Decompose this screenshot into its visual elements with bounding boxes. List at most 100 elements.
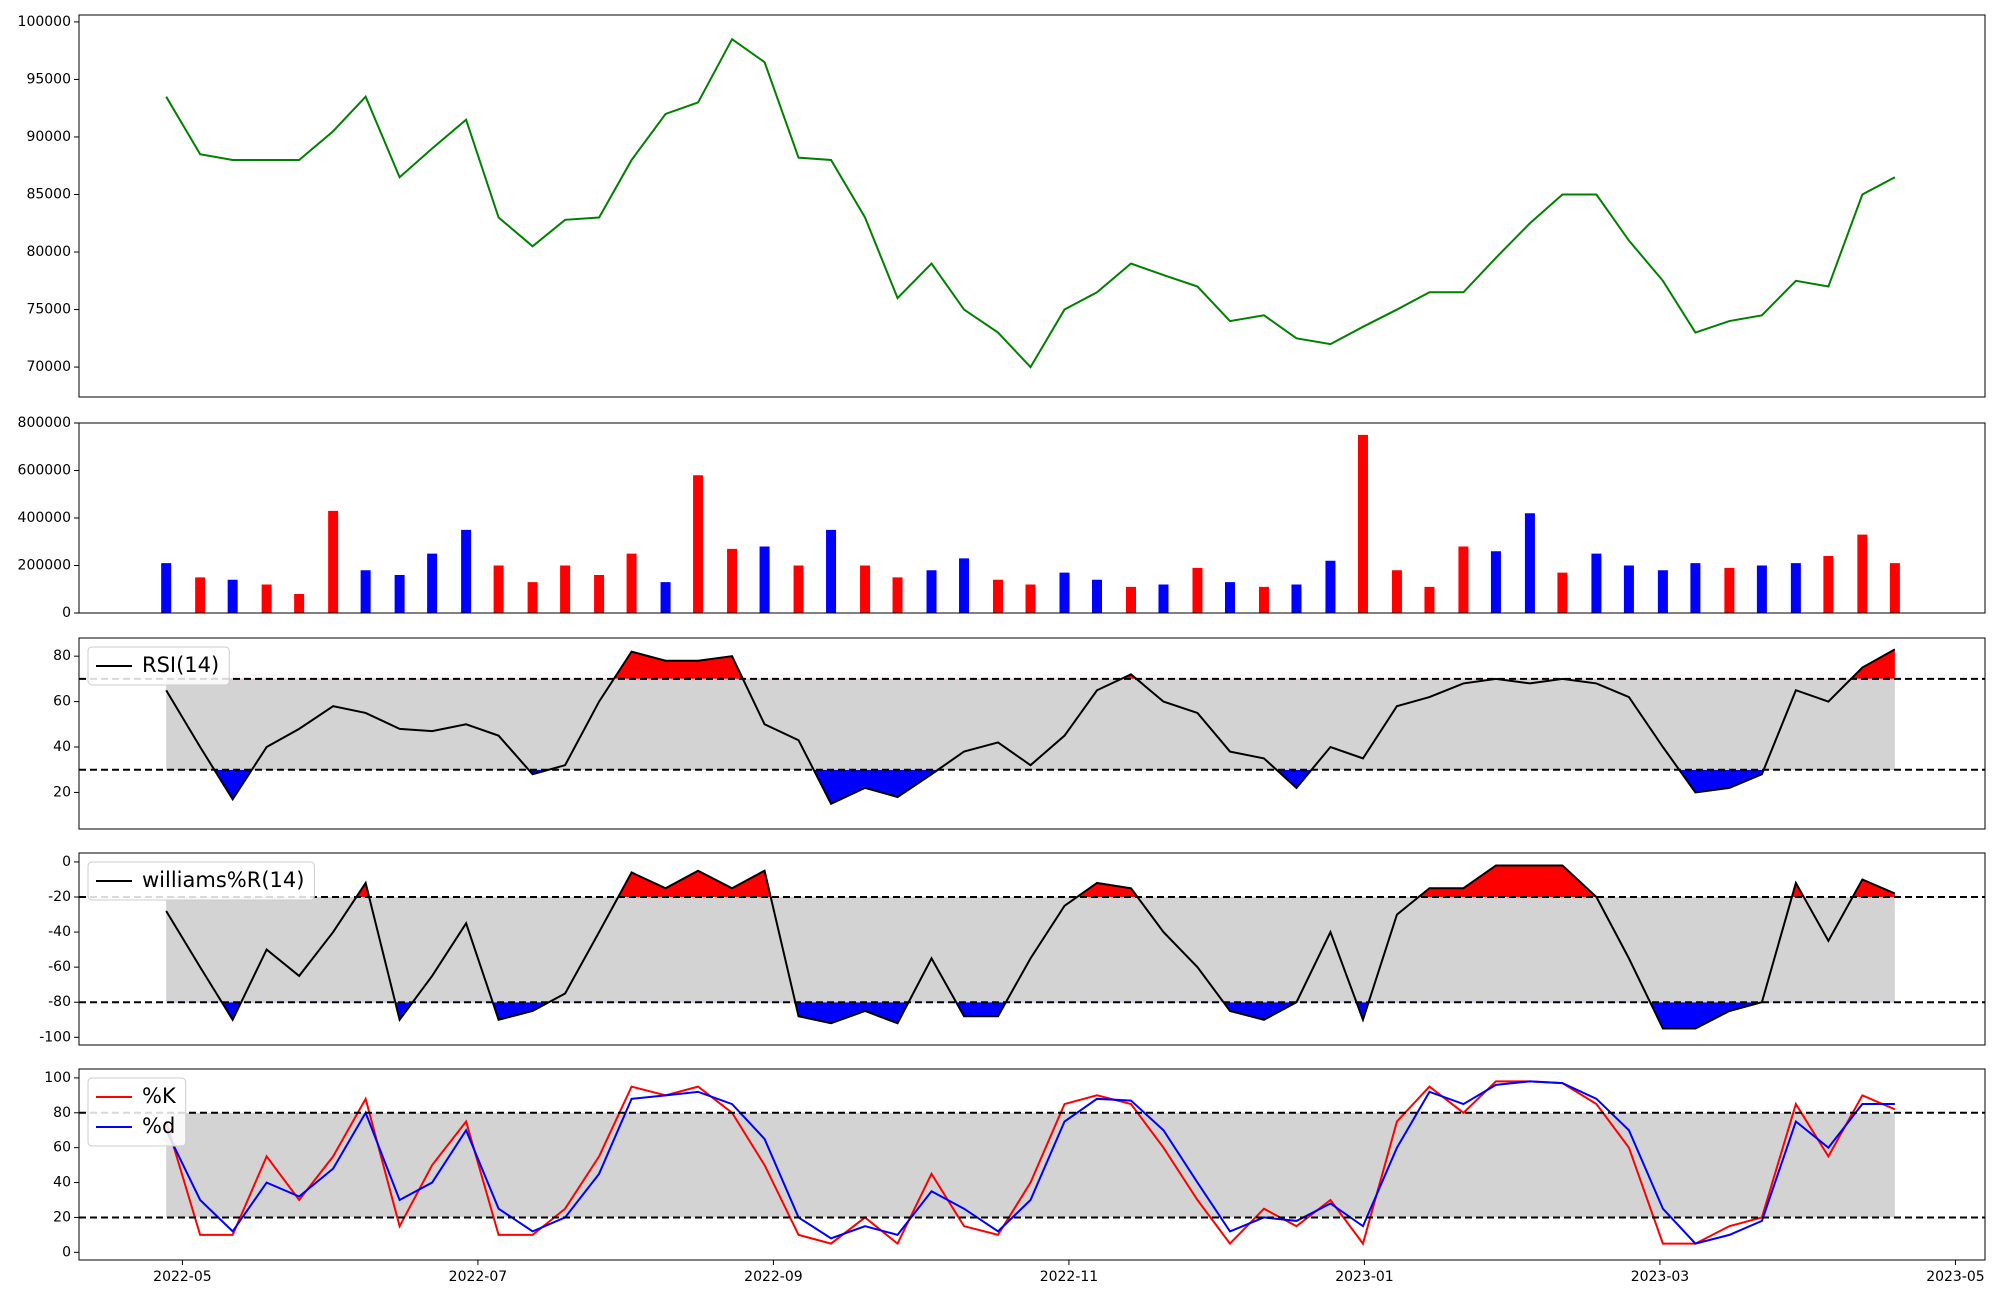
volume-bar (527, 582, 538, 613)
volume-bar (1059, 572, 1070, 613)
y-tick-label: 80 (53, 648, 71, 664)
panel-frame (78, 14, 1986, 398)
y-tick-label: 75000 (26, 302, 71, 318)
panel-frame (78, 852, 1986, 1046)
y-tick-label: 100000 (18, 14, 71, 30)
volume-bar (660, 582, 671, 613)
volume-bar (1524, 513, 1535, 613)
series-line (165, 864, 1896, 1030)
y-tick-label: 200000 (18, 558, 71, 574)
volume-bar (1258, 586, 1269, 613)
panel: -100 -80 -60 -40 -20 0 williams%R(14) (39, 852, 1986, 1046)
y-tick-label: 800000 (18, 415, 71, 431)
volume-bar (1325, 560, 1336, 613)
neutral-band (166, 678, 1895, 770)
volume-bar (1391, 570, 1402, 613)
volume-bar (1790, 563, 1801, 613)
x-tick-label: 2022-05 (153, 1269, 212, 1285)
panel: 20 40 60 80 RSI(14) (53, 637, 1986, 830)
volume-bar (161, 563, 172, 613)
y-tick-label: 600000 (18, 463, 71, 479)
volume-bar (1557, 572, 1568, 613)
volume-bar (360, 570, 371, 613)
y-tick-label: 40 (53, 1175, 71, 1191)
volume-bar (1158, 584, 1169, 613)
y-tick-label: -80 (48, 994, 71, 1010)
volume-bar (1357, 434, 1368, 613)
y-tick-label: 20 (53, 1209, 71, 1225)
volume-bar (1092, 579, 1103, 613)
y-tick-label: 90000 (26, 129, 71, 145)
overbought-fill (356, 865, 1895, 898)
legend-box (87, 861, 315, 901)
legend-box (87, 1077, 187, 1147)
y-tick-label: 80000 (26, 244, 71, 260)
volume-bar (1724, 567, 1735, 613)
x-tick-label: 2022-11 (1040, 1269, 1099, 1285)
legend-label: williams%R(14) (142, 868, 304, 892)
y-tick-label: 0 (62, 854, 71, 870)
y-tick-label: 60 (53, 1140, 71, 1156)
y-tick-label: -40 (48, 924, 71, 940)
x-tick-label: 2022-07 (449, 1269, 508, 1285)
panel: 0 20 40 60 80 100 2022-05 2022-07 2022-09 2022-11… (44, 1068, 1986, 1285)
legend-label: RSI(14) (142, 653, 219, 677)
volume-bar (1192, 567, 1203, 613)
volume-bar (493, 565, 504, 613)
volume-bar (860, 565, 871, 613)
y-tick-label: 60 (53, 694, 71, 710)
volume-bar (1125, 586, 1136, 613)
legend-box (87, 646, 230, 686)
volume-bar (560, 565, 571, 613)
volume-bar (926, 570, 937, 613)
panel: 0 200000 400000 600000 800000 (18, 415, 1986, 621)
y-tick-label: 85000 (26, 186, 71, 202)
volume-bar (759, 546, 770, 613)
y-tick-label: -20 (48, 889, 71, 905)
volume-bar (195, 577, 206, 613)
y-tick-label: 100 (44, 1070, 71, 1086)
volume-bar (1823, 556, 1834, 613)
panel-frame (78, 637, 1986, 830)
legend-label: %d (142, 1114, 175, 1138)
volume-bar (1458, 546, 1469, 613)
volume-bar (727, 548, 738, 613)
volume-bar (1857, 534, 1868, 613)
volume-bar (461, 529, 472, 613)
volume-bar (1756, 565, 1767, 613)
panel-frame (78, 1068, 1986, 1261)
volume-bar (892, 577, 903, 613)
y-tick-label: 70000 (26, 359, 71, 375)
series-line (165, 37, 1896, 369)
volume-bar (826, 529, 837, 613)
panel-frame (78, 422, 1986, 614)
volume-bar (1690, 563, 1701, 613)
volume-bar (1025, 584, 1036, 613)
y-tick-label: 0 (62, 605, 71, 621)
x-tick-label: 2023-03 (1631, 1269, 1690, 1285)
series-line (165, 648, 1896, 806)
volume-bar (427, 553, 438, 613)
volume-bar (328, 510, 339, 613)
volume-bar (594, 575, 605, 613)
x-tick-label: 2023-01 (1335, 1269, 1394, 1285)
x-tick-label: 2022-09 (744, 1269, 803, 1285)
legend-label: %K (142, 1084, 177, 1108)
y-tick-label: 80 (53, 1105, 71, 1121)
volume-bar (1224, 582, 1235, 613)
y-tick-label: 400000 (18, 510, 71, 526)
y-tick-label: 20 (53, 784, 71, 800)
y-tick-label: 0 (62, 1244, 71, 1260)
volume-bar (1591, 553, 1602, 613)
panel: 70000 75000 80000 85000 90000 95000 100000 (18, 14, 1986, 398)
volume-bar (1889, 563, 1900, 613)
volume-bar (793, 565, 804, 613)
volume-bar (693, 475, 704, 613)
volume-bar (294, 594, 305, 613)
series-line (165, 1080, 1896, 1246)
volume-bar (1490, 551, 1501, 613)
volume-bar (993, 579, 1004, 613)
y-tick-label: 40 (53, 739, 71, 755)
